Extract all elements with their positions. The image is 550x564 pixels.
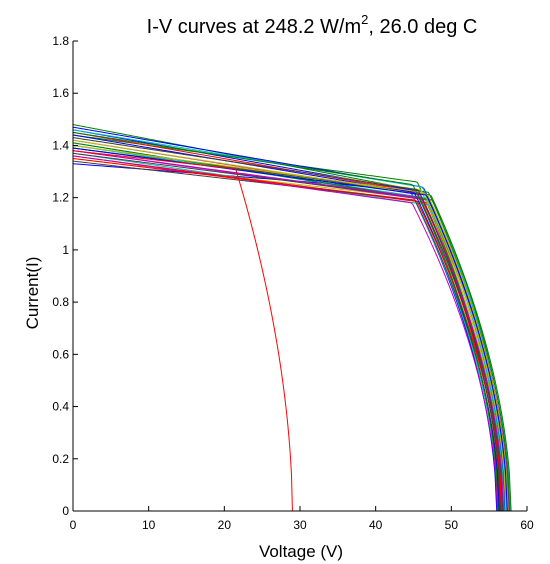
- iv-curve-17: [72, 131, 503, 512]
- iv-curve-22: [72, 134, 500, 512]
- iv-curve-20: [72, 139, 509, 512]
- y-tick-label: 0.2: [52, 452, 69, 466]
- iv-curve-13: [72, 137, 505, 512]
- y-tick-label: 0.4: [52, 400, 69, 414]
- iv-curve-8: [72, 129, 507, 512]
- y-tick-label: 1.8: [52, 34, 69, 48]
- x-tick-label: 30: [293, 518, 307, 532]
- iv-curve-18: [72, 144, 508, 512]
- iv-curve-28: [72, 137, 502, 512]
- iv-curve-29: [72, 147, 508, 512]
- chart-title-superscript: 2: [361, 12, 368, 27]
- y-tick-label: 1.6: [52, 86, 69, 100]
- iv-curve-25: [72, 129, 505, 512]
- iv-curve-3: [72, 144, 502, 512]
- iv-curve-19: [72, 155, 498, 512]
- iv-curve-23: [72, 142, 512, 512]
- y-tick-label: 1.4: [52, 138, 69, 152]
- iv-curve-31: [72, 150, 293, 512]
- iv-curve-9: [72, 134, 502, 512]
- iv-curve-5: [72, 139, 504, 512]
- x-axis-label: Voltage (V): [259, 542, 343, 561]
- y-tick-label: 0: [62, 504, 69, 518]
- y-tick-label: 0.6: [52, 347, 69, 361]
- plot-area: 0 10 20 30 40 50 60 0 0.2 0.4 0.6 0.8 1 1.2 1.4 1.6 1.8: [52, 34, 534, 532]
- iv-curve-16: [72, 147, 511, 512]
- iv-curve-7: [72, 147, 505, 512]
- chart-title-rest: , 26.0 deg C: [368, 16, 477, 38]
- y-tick-label: 1.2: [52, 191, 69, 205]
- iv-curve-4: [72, 152, 511, 512]
- chart-title: I-V curves at 248.2 W/m2, 26.0 deg C: [147, 12, 478, 38]
- x-tick-label: 60: [520, 518, 534, 532]
- iv-curve-21: [72, 152, 504, 512]
- iv-curve-24: [72, 158, 502, 512]
- y-tick-label: 1: [62, 243, 69, 257]
- x-tick-label: 0: [70, 518, 77, 532]
- iv-curve-27: [72, 144, 507, 512]
- iv-curve-26: [72, 150, 505, 512]
- y-tick-label: 0.8: [52, 295, 69, 309]
- y-axis-label: Current(I): [23, 257, 42, 330]
- x-tick-label: 20: [218, 518, 232, 532]
- iv-curve-11: [72, 142, 499, 512]
- iv-curve-30: [72, 131, 499, 512]
- chart-title-main: I-V curves at 248.2 W/m: [147, 16, 362, 38]
- x-tick-label: 50: [445, 518, 459, 532]
- x-tick-label: 40: [369, 518, 383, 532]
- x-tick-label: 10: [142, 518, 156, 532]
